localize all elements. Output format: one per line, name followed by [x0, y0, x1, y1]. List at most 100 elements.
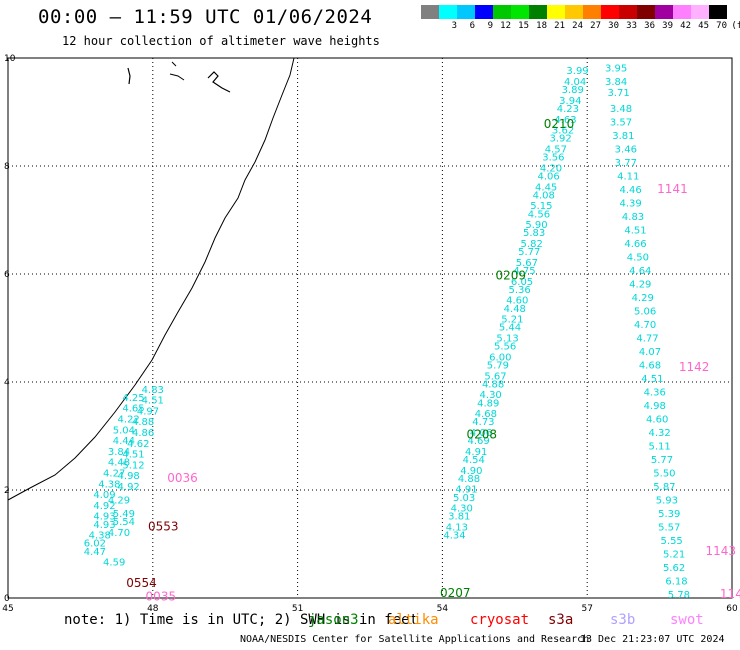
- wave-height-value: 4.44: [113, 436, 135, 447]
- island-outline: [207, 71, 231, 93]
- wave-height-value: 4.51: [641, 374, 663, 385]
- color-swatch-label: 70: [716, 21, 727, 31]
- wave-height-value: 4.66: [624, 239, 646, 250]
- wave-height-value: 3.71: [607, 88, 629, 99]
- pass-time-label: 1143: [705, 544, 736, 558]
- satellite-legend-item: swot: [670, 612, 704, 628]
- x-tick-label: 54: [437, 604, 449, 614]
- color-swatch: [565, 5, 583, 19]
- wave-height-value: 4.59: [103, 558, 125, 569]
- wave-height-value: 4.11: [617, 172, 639, 183]
- wave-height-value: 5.15: [530, 201, 552, 212]
- wave-height-value: 4.56: [528, 209, 550, 220]
- wave-height-value: 5.78: [668, 590, 690, 601]
- map-title: 00:00 – 11:59 UTC 01/06/2024: [38, 6, 373, 28]
- wave-height-value: 4.51: [122, 450, 144, 461]
- wave-height-value: 5.39: [658, 509, 680, 520]
- satellite-legend-item: s3a: [548, 612, 574, 628]
- pass-time-label: 0207: [440, 586, 471, 600]
- wave-height-value: 5.62: [663, 563, 685, 574]
- wave-height-value: 5.11: [648, 442, 670, 453]
- wave-height-value: 3.46: [615, 145, 637, 156]
- wave-height-value: 3.81: [612, 131, 634, 142]
- color-swatch-label: 33: [626, 21, 637, 31]
- wave-height-value: 4.20: [540, 163, 562, 174]
- wave-height-value: 5.79: [487, 361, 509, 372]
- wave-height-value: 4.34: [443, 531, 465, 542]
- wave-height-value: 5.87: [653, 482, 675, 493]
- color-legend-unit: (ft): [731, 21, 740, 31]
- wave-height-value: 5.21: [663, 550, 685, 561]
- wave-height-value: 6.05: [511, 277, 533, 288]
- wave-height-value: 4.36: [644, 388, 666, 399]
- wave-height-value: 5.44: [499, 323, 521, 334]
- color-swatch-label: 42: [680, 21, 691, 31]
- color-swatch-label: 3: [451, 21, 457, 31]
- wave-height-value: 4.75: [513, 266, 535, 277]
- satellite-legend-item: cryosat: [470, 612, 530, 628]
- wave-height-value: 3.95: [605, 64, 627, 75]
- wave-height-value: 4.98: [644, 401, 666, 412]
- y-tick-label: 4: [4, 378, 10, 388]
- wave-height-value: 3.81: [448, 512, 470, 523]
- color-swatch: [421, 5, 439, 19]
- plot-frame: [7, 57, 733, 599]
- wave-height-value: 4.70: [634, 320, 656, 331]
- color-swatch-label: 12: [500, 21, 511, 31]
- pass-time-label: 0210: [544, 117, 575, 131]
- x-tick-label: 48: [147, 604, 159, 614]
- wave-height-value: 4.91: [455, 485, 477, 496]
- wave-height-value: 5.12: [122, 460, 144, 471]
- wave-height-value: 4.73: [472, 417, 494, 428]
- wave-height-value: 5.04: [113, 425, 135, 436]
- color-swatch-label: 15: [518, 21, 529, 31]
- wave-height-value: 4.68: [639, 361, 661, 372]
- wave-height-value: 4.30: [480, 390, 502, 401]
- wave-height-value: 4.32: [648, 428, 670, 439]
- wave-height-value: 3.48: [610, 104, 632, 115]
- x-tick-label: 57: [581, 604, 592, 614]
- satellite-legend-item: jason3: [308, 612, 359, 628]
- wave-height-value: 4.38: [89, 531, 111, 542]
- wave-height-value: 4.22: [118, 415, 140, 426]
- wave-height-value: 4.68: [475, 409, 497, 420]
- wave-height-value: 4.54: [463, 455, 485, 466]
- wave-height-value: 5.36: [508, 285, 530, 296]
- wave-height-value: 4.57: [545, 145, 567, 156]
- wave-height-value: 4.89: [477, 398, 499, 409]
- wave-height-value: 4.88: [132, 417, 154, 428]
- y-tick-label: 8: [4, 162, 10, 172]
- wave-height-value: 4.98: [118, 471, 140, 482]
- wave-height-value: 5.21: [501, 315, 523, 326]
- pass-time-label: 0035: [146, 590, 177, 604]
- wave-height-value: 4.63: [554, 115, 576, 126]
- wave-height-value: 3.56: [542, 153, 564, 164]
- wave-height-value: 3.99: [566, 66, 588, 77]
- color-swatch-label: 24: [572, 21, 583, 31]
- wave-height-value: 4.77: [636, 334, 658, 345]
- footer-date: 13 Dec 21:23:07 UTC 2024: [580, 634, 725, 645]
- wave-height-value: 4.93: [93, 512, 115, 523]
- wave-height-value: 4.47: [84, 547, 106, 558]
- y-tick-label: 2: [4, 486, 10, 496]
- wave-height-value: 3.84: [605, 77, 627, 88]
- color-swatch-label: 6: [469, 21, 475, 31]
- wave-height-value: 4.51: [142, 396, 164, 407]
- color-swatch: [619, 5, 637, 19]
- wave-height-value: 4.29: [108, 496, 130, 507]
- color-swatch-label: 30: [608, 21, 619, 31]
- wave-height-value: 4.29: [629, 280, 651, 291]
- color-swatch: [583, 5, 601, 19]
- wave-height-value: 3.57: [610, 118, 632, 129]
- wave-height-value: 4.93: [93, 520, 115, 531]
- wave-height-value: 3.77: [615, 158, 637, 169]
- wave-height-value: 4.29: [632, 293, 654, 304]
- color-swatch: [673, 5, 691, 19]
- wave-height-value: 4.90: [460, 466, 482, 477]
- wave-height-value: 4.27: [103, 469, 125, 480]
- wave-height-value: 5.67: [516, 258, 538, 269]
- footer-credit: NOAA/NESDIS Center for Satellite Applica…: [240, 634, 590, 645]
- wave-height-value: 5.03: [453, 493, 475, 504]
- color-swatch: [493, 5, 511, 19]
- wave-height-value: 4.92: [93, 501, 115, 512]
